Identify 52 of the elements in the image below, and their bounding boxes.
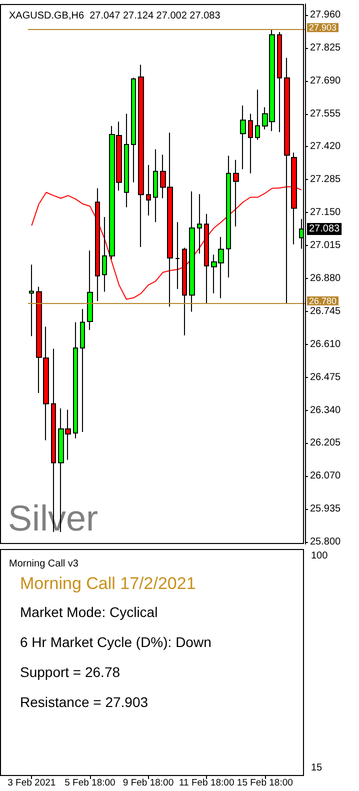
candlestick [248, 113, 253, 174]
candlestick [131, 77, 136, 183]
candlestick [197, 194, 202, 254]
candlestick [226, 155, 231, 278]
y-tick-label: 25.935 [310, 504, 342, 515]
y-tick-label: 27.015 [310, 240, 342, 252]
candlestick [80, 308, 85, 432]
y-tick-label: 27.960 [310, 9, 342, 20]
candlestick [29, 264, 34, 337]
y-tick-label: 26.205 [310, 438, 342, 449]
candlestick [146, 164, 151, 216]
candlestick [153, 148, 158, 223]
ref-line-label: 27.903 [309, 22, 337, 33]
candlestick [240, 105, 246, 170]
y-tick-label: 26.475 [310, 372, 342, 383]
y-tick-label: 27.285 [310, 174, 342, 186]
text: Support = 26.78 [20, 664, 120, 680]
y-tick-label: 26.745 [310, 306, 342, 317]
text: Morning Call 17/2/2021 [20, 574, 196, 593]
candlestick [73, 322, 78, 439]
y-tick-label: 26.880 [310, 273, 342, 284]
text: XAGUSD.GB,H6 27.047 27.124 27.002 27.083 [9, 10, 221, 22]
y-tick-label: 27.690 [310, 75, 342, 86]
category-label: 9 Feb 18:00 [122, 778, 174, 788]
annotation: 27.083 [309, 223, 340, 234]
candlestick [277, 32, 282, 133]
candlestick [87, 250, 93, 330]
y-tick-label: 26.610 [310, 338, 342, 350]
text: Morning Call v3 [9, 558, 79, 570]
y-tick-label: 27.150 [310, 207, 342, 218]
category-label: 5 Feb 18:00 [64, 778, 116, 788]
category-label: 3 Feb 2021 [8, 778, 56, 788]
y-tick-label: 26.340 [310, 404, 342, 416]
text: Market Mode: Cyclical [20, 604, 158, 620]
category-label: 11 Feb 18:00 [178, 778, 234, 788]
y-tick-label: 25.800 [310, 536, 342, 548]
text: 15 [311, 762, 323, 774]
candlestick [102, 216, 107, 292]
ref-line-label: 26.780 [309, 296, 337, 306]
candlestick [138, 64, 144, 248]
candlestick [255, 89, 260, 140]
candlestick [189, 190, 195, 312]
candlestick [175, 222, 180, 290]
text: Resistance = 27.903 [20, 694, 148, 710]
y-tick-label: 27.825 [310, 42, 342, 54]
y-tick-label: 27.555 [310, 108, 342, 120]
candlestick [124, 113, 129, 208]
y-tick-label: 26.070 [310, 470, 342, 482]
category-label: 15 Feb 18:00 [236, 778, 293, 788]
text: 6 Hr Market Cycle (D%): Down [20, 634, 212, 650]
text: 100 [311, 550, 328, 562]
y-tick-label: 27.420 [310, 141, 342, 152]
